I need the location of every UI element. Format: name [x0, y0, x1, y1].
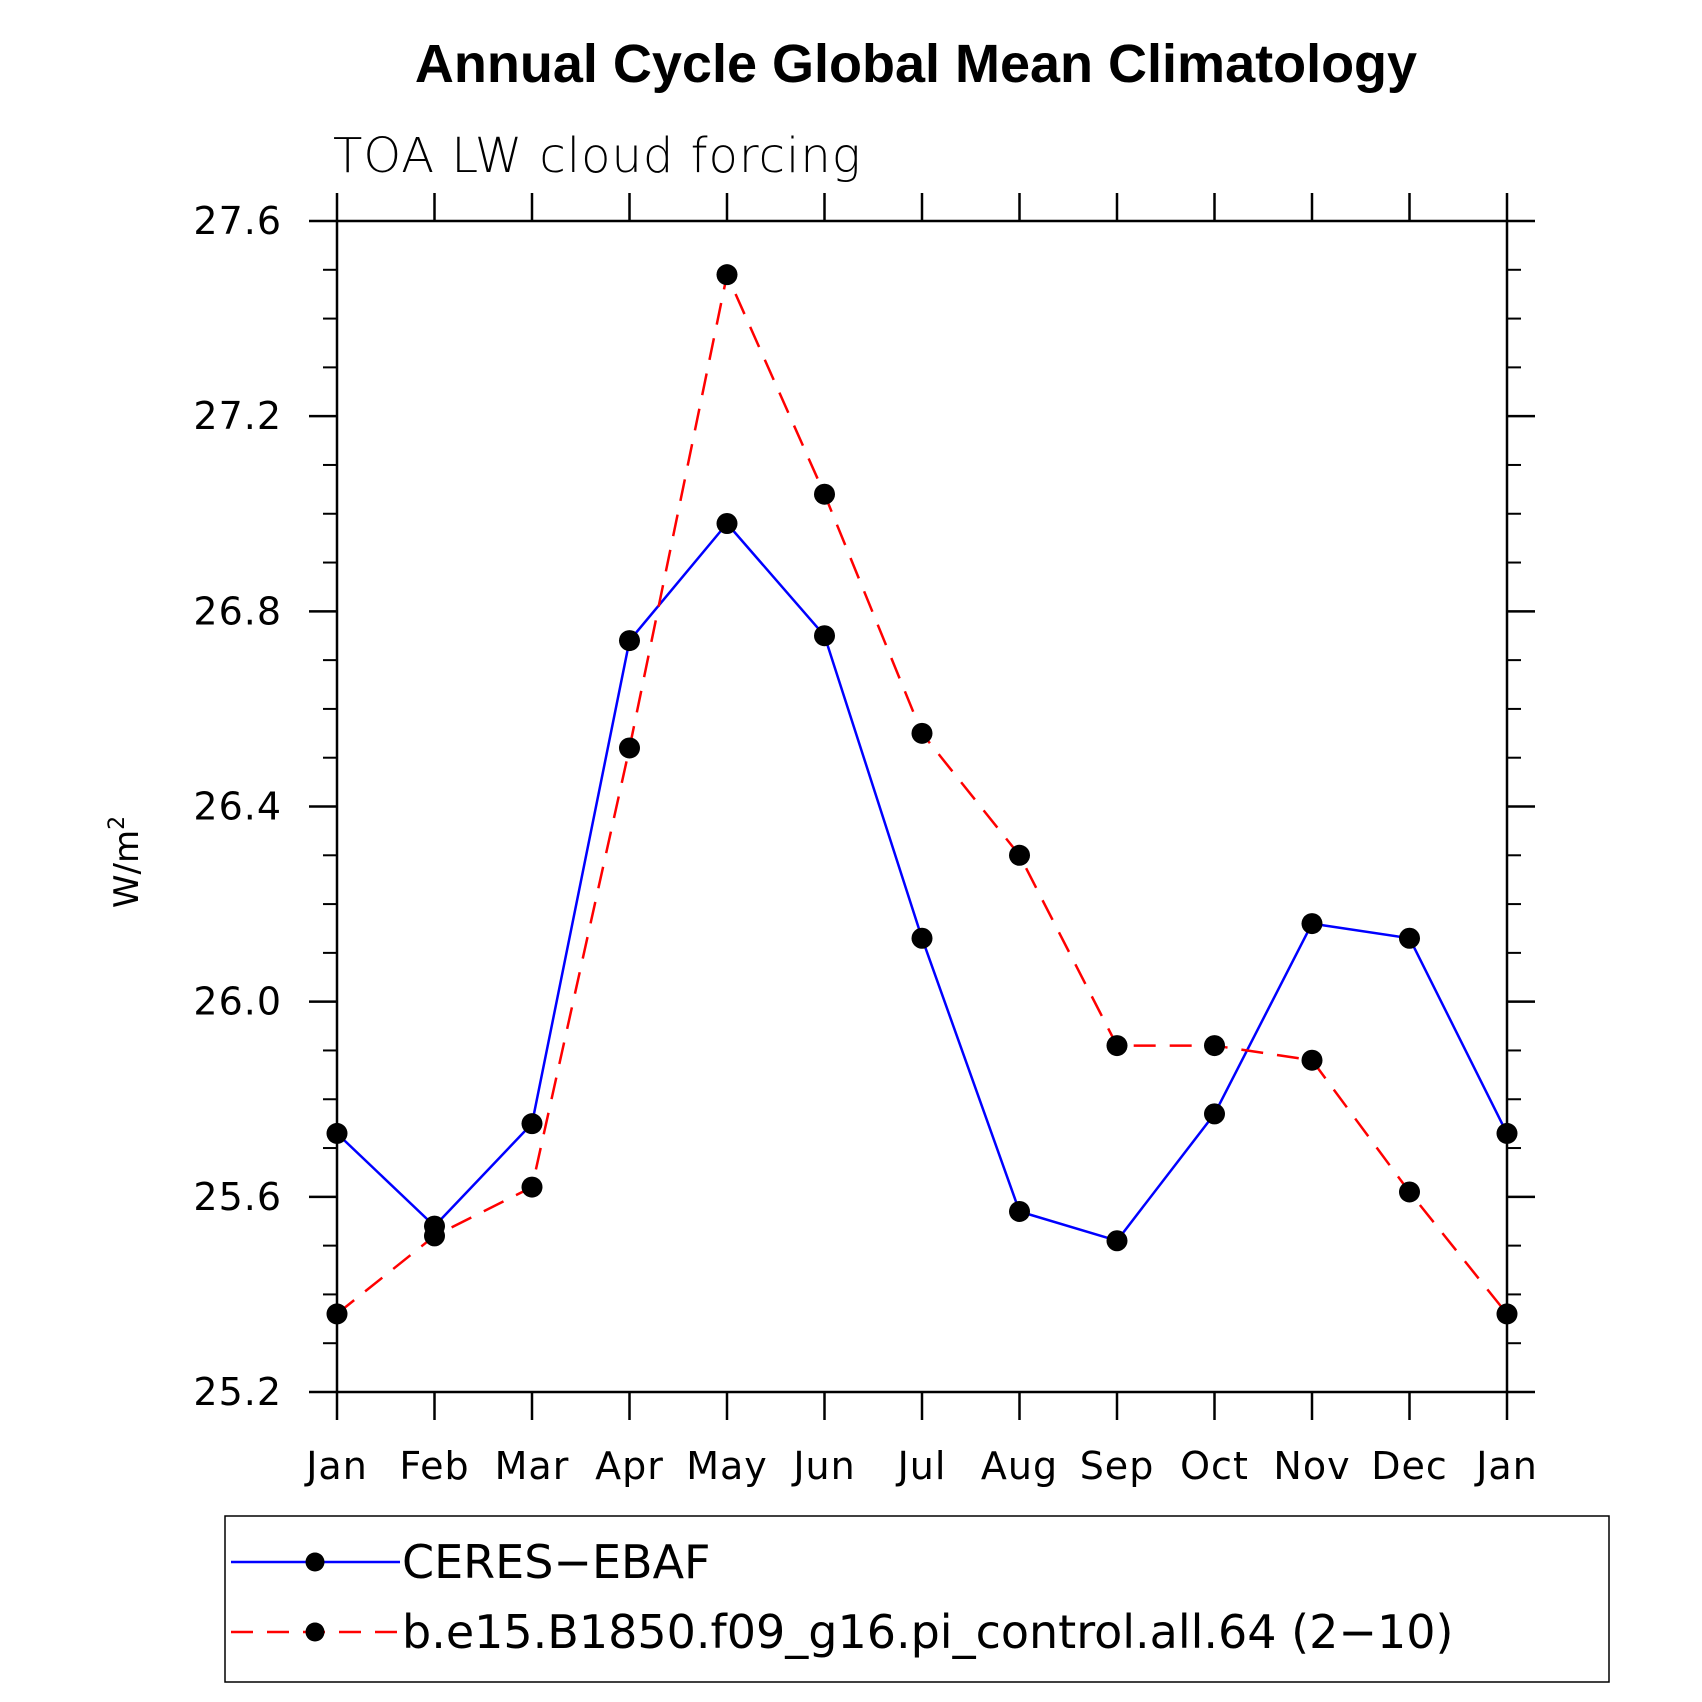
- data-point-series-1: [1106, 1035, 1128, 1057]
- data-point-series-1: [716, 264, 738, 286]
- legend-label-ceres: CERES−EBAF: [402, 1535, 711, 1589]
- chart-subtitle: TOA LW cloud forcing: [333, 128, 862, 184]
- y-tick-label: 25.6: [193, 1175, 282, 1219]
- x-tick-label: Dec: [1371, 1444, 1448, 1488]
- data-point-series-1: [814, 483, 835, 505]
- data-point-series-0: [1106, 1230, 1128, 1252]
- legend-marker-model: [305, 1622, 325, 1642]
- y-tick-label: 27.6: [193, 199, 282, 243]
- y-tick-label: 25.2: [193, 1370, 282, 1414]
- x-tick-label: Jan: [304, 1444, 368, 1488]
- y-tick-label: 26.4: [193, 785, 282, 829]
- legend-entry-model: b.e15.B1850.f09_g16.pi_control.all.64 (2…: [231, 1605, 1453, 1659]
- legend: CERES−EBAF b.e15.B1850.f09_g16.pi_contro…: [224, 1515, 1610, 1683]
- y-axis-label: W/m2: [105, 816, 147, 908]
- data-point-series-1: [424, 1225, 445, 1247]
- series-layer: [326, 264, 1518, 1325]
- data-point-series-0: [326, 1122, 348, 1144]
- data-point-series-1: [1301, 1049, 1323, 1071]
- x-tick-label: May: [686, 1444, 768, 1488]
- data-point-series-0: [716, 513, 738, 535]
- series-line-1: [336, 273, 1508, 1315]
- axes: Jan Feb Mar Apr May Jun Jul Aug Sep Oct Nov Dec Jan 2…: [193, 193, 1537, 1488]
- x-tick-label: Nov: [1273, 1444, 1350, 1488]
- data-point-series-1: [1496, 1303, 1518, 1325]
- data-point-series-1: [1399, 1181, 1420, 1203]
- legend-label-model: b.e15.B1850.f09_g16.pi_control.all.64 (2…: [402, 1605, 1453, 1659]
- x-tick-label: Jul: [896, 1444, 947, 1488]
- data-point-series-1: [1204, 1035, 1225, 1057]
- data-point-series-0: [1399, 927, 1420, 949]
- chart-title: Annual Cycle Global Mean Climatology: [415, 34, 1417, 94]
- x-tick-label: Sep: [1080, 1444, 1155, 1488]
- data-point-series-1: [911, 722, 933, 744]
- data-point-series-0: [1204, 1103, 1225, 1125]
- data-point-series-0: [911, 927, 933, 949]
- data-point-series-1: [1009, 844, 1030, 866]
- x-tick-label: Apr: [595, 1444, 664, 1488]
- y-tick-label: 26.8: [193, 589, 282, 633]
- y-tick-label: 26.0: [193, 980, 282, 1024]
- legend-entry-ceres: CERES−EBAF: [231, 1535, 711, 1589]
- plot-frame: [335, 219, 1509, 1394]
- y-tick-label: 27.2: [193, 394, 282, 438]
- data-point-series-0: [521, 1113, 543, 1135]
- x-tick-label: Feb: [399, 1444, 469, 1488]
- x-tick-label: Aug: [981, 1444, 1058, 1488]
- data-point-series-0: [1301, 913, 1323, 935]
- x-tick-label: Jan: [1474, 1444, 1538, 1488]
- x-tick-label: Oct: [1180, 1444, 1249, 1488]
- data-point-series-0: [619, 630, 640, 652]
- data-point-series-1: [326, 1303, 348, 1325]
- series-line-0: [336, 522, 1509, 1242]
- x-tick-label: Mar: [495, 1444, 570, 1488]
- legend-marker-ceres: [305, 1552, 325, 1572]
- data-point-series-1: [521, 1176, 543, 1198]
- x-tick-label: Jun: [791, 1444, 855, 1488]
- data-point-series-0: [1496, 1122, 1518, 1144]
- data-point-series-0: [814, 625, 835, 647]
- data-point-series-0: [1009, 1200, 1030, 1222]
- legend-frame: [224, 1515, 1610, 1683]
- data-point-series-1: [619, 737, 640, 759]
